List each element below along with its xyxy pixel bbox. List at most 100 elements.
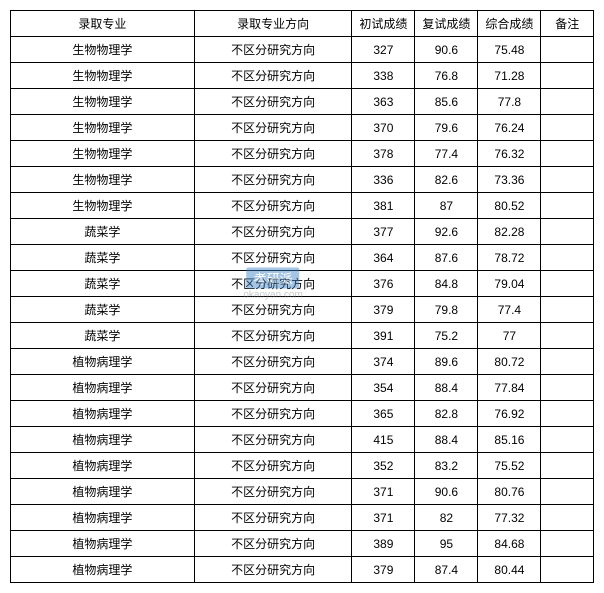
table-row: 植物病理学不区分研究方向37489.680.72	[11, 349, 594, 375]
table-cell: 80.72	[478, 349, 541, 375]
table-cell: 379	[352, 557, 415, 583]
table-cell: 84.8	[415, 271, 478, 297]
table-cell: 80.76	[478, 479, 541, 505]
table-cell: 76.92	[478, 401, 541, 427]
table-cell: 不区分研究方向考研派okaoyan.com	[194, 271, 352, 297]
table-cell: 不区分研究方向	[194, 167, 352, 193]
table-cell: 76.32	[478, 141, 541, 167]
table-row: 植物病理学不区分研究方向36582.876.92	[11, 401, 594, 427]
table-cell: 不区分研究方向	[194, 245, 352, 271]
table-cell: 377	[352, 219, 415, 245]
table-cell: 79.04	[478, 271, 541, 297]
table-cell: 生物物理学	[11, 141, 195, 167]
table-cell	[541, 37, 594, 63]
table-cell: 80.44	[478, 557, 541, 583]
table-cell: 不区分研究方向	[194, 375, 352, 401]
table-row: 植物病理学不区分研究方向35488.477.84	[11, 375, 594, 401]
table-body: 生物物理学不区分研究方向32790.675.48生物物理学不区分研究方向3387…	[11, 37, 594, 583]
table-cell: 88.4	[415, 427, 478, 453]
table-cell	[541, 63, 594, 89]
table-cell: 不区分研究方向	[194, 63, 352, 89]
table-row: 植物病理学不区分研究方向3899584.68	[11, 531, 594, 557]
table-row: 植物病理学不区分研究方向35283.275.52	[11, 453, 594, 479]
table-cell: 77.4	[478, 297, 541, 323]
table-cell	[541, 375, 594, 401]
table-cell: 77.84	[478, 375, 541, 401]
table-row: 生物物理学不区分研究方向33682.673.36	[11, 167, 594, 193]
table-cell: 76.24	[478, 115, 541, 141]
table-cell: 不区分研究方向	[194, 349, 352, 375]
table-cell: 371	[352, 505, 415, 531]
table-header: 录取专业录取专业方向初试成绩复试成绩综合成绩备注	[11, 11, 594, 37]
table-row: 植物病理学不区分研究方向37987.480.44	[11, 557, 594, 583]
table-cell: 378	[352, 141, 415, 167]
table-row: 生物物理学不区分研究方向32790.675.48	[11, 37, 594, 63]
table-cell: 82.6	[415, 167, 478, 193]
table-cell: 381	[352, 193, 415, 219]
table-cell	[541, 271, 594, 297]
table-cell: 354	[352, 375, 415, 401]
table-cell: 不区分研究方向	[194, 219, 352, 245]
table-cell: 植物病理学	[11, 557, 195, 583]
cell-text: 不区分研究方向	[231, 277, 315, 291]
table-cell: 71.28	[478, 63, 541, 89]
table-cell: 不区分研究方向	[194, 531, 352, 557]
table-cell: 79.6	[415, 115, 478, 141]
table-row: 生物物理学不区分研究方向37079.676.24	[11, 115, 594, 141]
table-cell	[541, 323, 594, 349]
table-row: 蔬菜学不区分研究方向37979.877.4	[11, 297, 594, 323]
table-cell: 植物病理学	[11, 349, 195, 375]
table-cell: 77	[478, 323, 541, 349]
table-cell: 415	[352, 427, 415, 453]
table-cell: 88.4	[415, 375, 478, 401]
header-row: 录取专业录取专业方向初试成绩复试成绩综合成绩备注	[11, 11, 594, 37]
table-cell: 生物物理学	[11, 63, 195, 89]
table-cell: 77.4	[415, 141, 478, 167]
table-cell: 不区分研究方向	[194, 453, 352, 479]
table-row: 植物病理学不区分研究方向3718277.32	[11, 505, 594, 531]
header-cell: 初试成绩	[352, 11, 415, 37]
table-cell: 植物病理学	[11, 479, 195, 505]
table-cell	[541, 349, 594, 375]
table-row: 蔬菜学不区分研究方向39175.277	[11, 323, 594, 349]
table-cell	[541, 505, 594, 531]
table-cell: 87	[415, 193, 478, 219]
table-cell: 植物病理学	[11, 531, 195, 557]
table-cell: 92.6	[415, 219, 478, 245]
header-cell: 备注	[541, 11, 594, 37]
table-cell	[541, 479, 594, 505]
table-cell: 80.52	[478, 193, 541, 219]
table-cell: 371	[352, 479, 415, 505]
table-cell: 352	[352, 453, 415, 479]
table-cell: 蔬菜学	[11, 323, 195, 349]
table-row: 生物物理学不区分研究方向3818780.52	[11, 193, 594, 219]
table-cell: 不区分研究方向	[194, 427, 352, 453]
table-cell: 363	[352, 89, 415, 115]
table-cell	[541, 167, 594, 193]
header-cell: 复试成绩	[415, 11, 478, 37]
table-cell: 蔬菜学	[11, 297, 195, 323]
table-cell: 不区分研究方向	[194, 505, 352, 531]
table-cell: 不区分研究方向	[194, 401, 352, 427]
table-cell: 82.28	[478, 219, 541, 245]
table-cell: 85.16	[478, 427, 541, 453]
table-row: 植物病理学不区分研究方向41588.485.16	[11, 427, 594, 453]
header-cell: 录取专业方向	[194, 11, 352, 37]
table-row: 生物物理学不区分研究方向37877.476.32	[11, 141, 594, 167]
table-cell: 73.36	[478, 167, 541, 193]
table-cell	[541, 297, 594, 323]
table-cell: 生物物理学	[11, 89, 195, 115]
header-cell: 录取专业	[11, 11, 195, 37]
table-cell: 338	[352, 63, 415, 89]
table-cell	[541, 245, 594, 271]
table-cell	[541, 401, 594, 427]
table-cell	[541, 141, 594, 167]
table-cell: 植物病理学	[11, 401, 195, 427]
table-row: 蔬菜学不区分研究方向36487.678.72	[11, 245, 594, 271]
table-cell: 90.6	[415, 479, 478, 505]
table-cell: 364	[352, 245, 415, 271]
table-cell	[541, 531, 594, 557]
table-row: 蔬菜学不区分研究方向考研派okaoyan.com37684.879.04	[11, 271, 594, 297]
table-cell: 不区分研究方向	[194, 479, 352, 505]
table-cell: 77.32	[478, 505, 541, 531]
